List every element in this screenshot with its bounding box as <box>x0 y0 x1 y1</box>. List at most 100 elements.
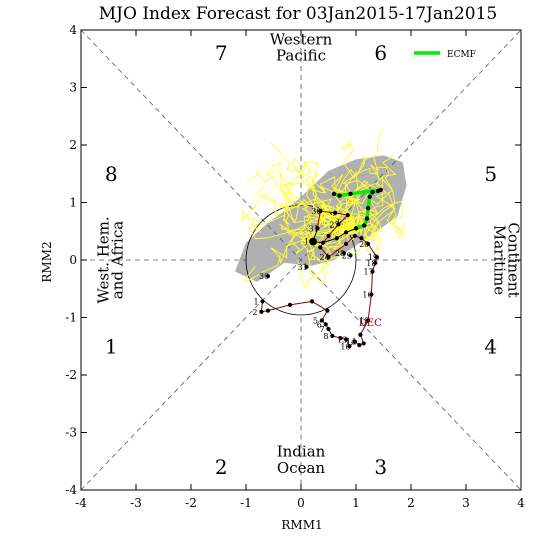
x-tick-label: -1 <box>240 496 252 510</box>
observed-dec-point <box>260 299 265 304</box>
observed-dec-day-label: 13 <box>337 335 347 344</box>
region-label-pacific: Pacific <box>276 46 326 64</box>
ensemble-member-line <box>297 222 357 290</box>
phase-number-8: 8 <box>105 162 118 186</box>
ensemble-member-line <box>290 228 357 255</box>
phase-number-7: 7 <box>215 41 228 65</box>
observed-dec-point <box>336 222 341 227</box>
ensemble-member-line <box>242 228 357 283</box>
observed-dec-point <box>325 308 330 313</box>
observed-jan-point <box>334 236 339 241</box>
x-tick-label: 4 <box>517 496 525 510</box>
observed-dec-day-label: 5 <box>313 316 318 325</box>
observed-dec-point <box>326 326 331 332</box>
ensemble-member-line <box>241 193 357 229</box>
observed-dec-point <box>358 332 363 337</box>
observed-dec-point <box>319 318 324 323</box>
observed-dec-point <box>318 209 323 214</box>
y-tick-label: -3 <box>65 426 77 440</box>
phase-number-3: 3 <box>374 455 387 479</box>
observed-dec-point <box>373 260 378 265</box>
observed-dec-point <box>347 344 352 349</box>
x-axis-title: RMM1 <box>281 518 322 532</box>
observed-late-point <box>266 274 270 279</box>
ensemble-member-line <box>342 128 383 229</box>
observed-dec-point <box>287 302 293 307</box>
phase-number-6: 6 <box>374 41 387 65</box>
observed-jan-point <box>353 226 359 231</box>
ensemble-member-line <box>246 170 357 233</box>
region-label-continent: Continent <box>504 222 522 297</box>
observed-dec-day-label: 20 <box>359 240 369 249</box>
observed-dec-day-label: 2 <box>252 308 257 317</box>
region-label-western: Western <box>270 30 333 48</box>
observed-dec-point <box>330 333 335 338</box>
observed-dec-day-label: 14 <box>346 338 356 347</box>
ensemble-mean-point <box>362 223 367 228</box>
observed-dec-day-label: 17 <box>364 268 374 277</box>
observed-dec-day-label: 15 <box>359 316 369 325</box>
observed-dec-day-label: 30 <box>311 207 321 216</box>
y-tick-label: -4 <box>65 483 77 497</box>
observed-late-day-label: 31 <box>298 263 308 272</box>
observed-dec-point <box>370 269 375 274</box>
observed-late-point <box>348 253 353 258</box>
ensemble-member-line <box>355 200 404 236</box>
ensemble-mean-point <box>331 191 337 197</box>
observed-jan-point <box>315 226 320 231</box>
ensemble-mean-point <box>367 194 372 199</box>
phase-number-2: 2 <box>215 455 228 479</box>
x-tick-label: -3 <box>130 496 142 510</box>
observed-dec-point <box>326 233 331 238</box>
ensemble-mean-point <box>365 206 371 211</box>
observed-dec-day-label: 16 <box>362 291 372 300</box>
x-tick-label: 2 <box>407 496 415 510</box>
current-day-marker <box>309 237 318 246</box>
observed-dec-day-label: 10 <box>340 342 350 351</box>
ensemble-member-line <box>335 167 379 229</box>
observed-dec-day-label: 31 <box>309 224 319 233</box>
observed-dec-point <box>345 213 350 218</box>
observed-dec-point <box>318 245 323 250</box>
ensemble-mean-point <box>370 189 375 195</box>
phase-number-1: 1 <box>105 334 118 358</box>
observed-dec-point <box>366 241 371 246</box>
observed-dec-point <box>323 322 328 327</box>
y-tick-label: 3 <box>69 81 77 95</box>
observed-dec-point <box>326 255 331 260</box>
region-label-west-hem: West. Hem. <box>95 216 113 303</box>
observed-late-point <box>304 264 309 269</box>
observed-jan-day-label: 1 <box>304 238 309 247</box>
observed-dec-point <box>359 236 364 241</box>
x-tick-label: 0 <box>297 496 305 510</box>
observed-late-day-label: 30 <box>259 272 269 281</box>
ensemble-mean-point <box>348 191 353 197</box>
y-tick-label: -1 <box>65 311 77 325</box>
observed-dec-day-label: 1 <box>254 297 259 306</box>
chart-title: MJO Index Forecast for 03Jan2015-17Jan20… <box>99 4 497 24</box>
y-tick-label: 4 <box>69 23 77 37</box>
ensemble-member-line <box>281 189 357 229</box>
phase-number-5: 5 <box>484 162 497 186</box>
observed-dec-point <box>333 210 338 215</box>
y-tick-label: 1 <box>69 196 77 210</box>
observed-dec-point <box>344 337 349 342</box>
ensemble-member-line <box>312 171 357 229</box>
observed-dec-point <box>265 308 271 313</box>
ensemble-member-line <box>270 142 357 234</box>
ensemble-member-line <box>355 215 383 254</box>
region-label-ocean: Ocean <box>277 459 326 477</box>
observed-dec-point <box>369 292 374 297</box>
x-tick-label: 3 <box>462 496 470 510</box>
ensemble-mean-point <box>337 193 342 198</box>
observed-late-point <box>341 251 346 256</box>
observed-dec-point <box>361 341 366 346</box>
observed-jan-point <box>320 240 326 245</box>
x-tick-label: 1 <box>352 496 360 510</box>
y-tick-label: 0 <box>69 253 77 267</box>
region-label-indian: Indian <box>277 443 326 461</box>
region-label-africa: and Africa <box>108 221 126 299</box>
ensemble-mean-point <box>378 187 383 193</box>
